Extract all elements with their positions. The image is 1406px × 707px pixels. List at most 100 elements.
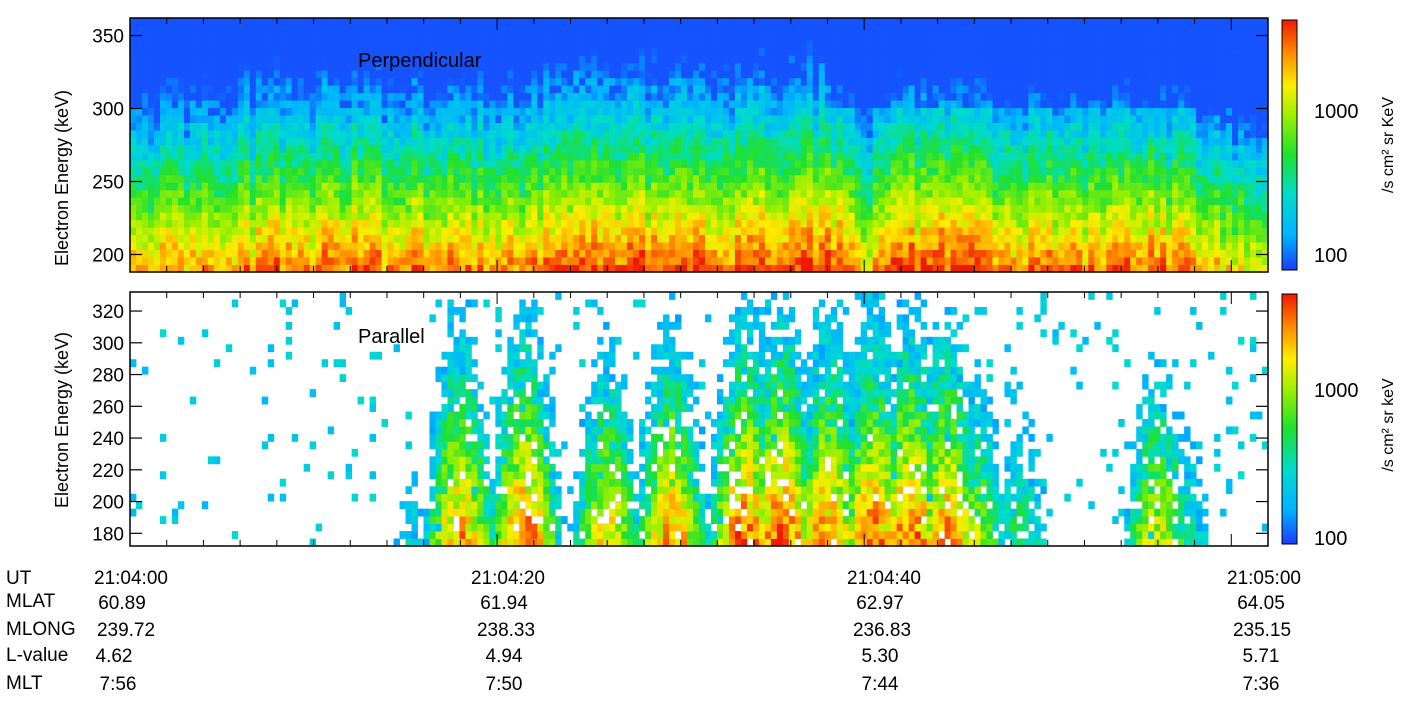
perpendicular-cell — [171, 189, 179, 198]
perpendicular-cell — [231, 55, 239, 64]
perpendicular-cell — [381, 32, 388, 41]
perpendicular-cell — [513, 18, 520, 26]
perpendicular-cell — [687, 18, 694, 26]
perpendicular-cell — [267, 204, 275, 213]
perpendicular-cell — [693, 32, 700, 41]
perpendicular-cell — [633, 204, 640, 213]
perpendicular-cell — [818, 122, 826, 131]
perpendicular-cell — [716, 77, 724, 86]
perpendicular-cell — [285, 264, 293, 273]
perpendicular-cell — [561, 55, 568, 64]
perpendicular-cell — [483, 92, 490, 101]
perpendicular-cell — [471, 242, 478, 250]
perpendicular-cell — [663, 212, 670, 221]
perpendicular-cell — [321, 219, 329, 228]
perpendicular-cell — [621, 182, 628, 191]
perpendicular-cell — [261, 189, 269, 198]
perpendicular-cell — [549, 62, 556, 71]
perpendicular-cell — [962, 92, 969, 101]
perpendicular-cell — [651, 167, 658, 176]
perpendicular-cell — [489, 227, 496, 236]
perpendicular-cell — [902, 107, 910, 116]
perpendicular-cell — [441, 62, 448, 71]
perpendicular-cell — [273, 100, 281, 109]
perpendicular-cell — [369, 85, 376, 94]
perpendicular-cell — [639, 174, 646, 183]
perpendicular-cell — [303, 32, 311, 41]
perpendicular-cell — [567, 130, 574, 138]
perpendicular-cell — [225, 174, 233, 183]
perpendicular-cell — [734, 197, 742, 206]
perpendicular-cell — [411, 85, 418, 94]
perpendicular-cell — [537, 32, 544, 41]
perpendicular-cell — [758, 204, 766, 213]
perpendicular-cell — [405, 189, 412, 198]
perpendicular-cell — [770, 55, 778, 64]
perpendicular-cell — [627, 32, 634, 41]
perpendicular-cell — [914, 174, 922, 183]
perpendicular-cell — [699, 40, 706, 49]
perpendicular-cell — [561, 25, 568, 34]
perpendicular-cell — [321, 85, 329, 94]
perpendicular-cell — [687, 85, 694, 94]
perpendicular-cell — [549, 77, 556, 86]
perpendicular-cell — [627, 242, 634, 250]
perpendicular-cell — [603, 130, 610, 138]
perpendicular-cell — [513, 122, 520, 131]
perpendicular-cell — [130, 77, 137, 86]
perpendicular-cell — [387, 40, 394, 49]
perpendicular-cell — [159, 62, 167, 71]
perpendicular-cell — [507, 174, 514, 183]
perpendicular-cell — [453, 174, 460, 183]
perpendicular-cell — [902, 55, 910, 64]
perpendicular-cell — [285, 145, 293, 153]
perpendicular-cell — [477, 257, 484, 265]
perpendicular-cell — [285, 212, 293, 221]
perpendicular-cell — [147, 25, 155, 34]
perpendicular-cell — [663, 249, 670, 258]
perpendicular-cell — [447, 85, 454, 94]
perpendicular-cell — [153, 174, 161, 183]
perpendicular-cell — [800, 25, 808, 34]
perpendicular-cell — [207, 242, 215, 250]
perpendicular-cell — [489, 62, 496, 71]
perpendicular-cell — [147, 212, 155, 221]
perpendicular-cell — [621, 85, 628, 94]
perpendicular-cell — [800, 242, 808, 250]
perpendicular-cell — [645, 159, 652, 168]
perpendicular-cell — [207, 115, 215, 123]
perpendicular-cell — [704, 92, 712, 101]
perpendicular-cell — [938, 70, 945, 79]
perpendicular-cell — [543, 137, 550, 146]
perpendicular-cell — [363, 257, 370, 265]
perpendicular-cell — [591, 130, 598, 138]
perpendicular-cell — [165, 182, 173, 191]
perpendicular-cell — [986, 189, 993, 198]
perpendicular-cell — [147, 18, 155, 26]
perpendicular-cell — [201, 18, 209, 26]
perpendicular-cell — [788, 197, 796, 206]
perpendicular-cell — [513, 212, 520, 221]
perpendicular-cell — [237, 204, 245, 213]
perpendicular-cell — [375, 137, 382, 146]
perpendicular-cell — [303, 62, 311, 71]
perpendicular-cell — [531, 234, 538, 243]
perpendicular-cell — [255, 182, 263, 191]
perpendicular-cell — [549, 47, 556, 56]
perpendicular-cell — [435, 92, 442, 101]
perpendicular-cell — [932, 189, 939, 198]
perpendicular-cell — [794, 130, 802, 138]
perpendicular-cell — [998, 145, 1005, 153]
perpendicular-cell — [830, 204, 838, 213]
perpendicular-cell — [681, 25, 688, 34]
perpendicular-cell — [746, 122, 754, 131]
perpendicular-cell — [896, 62, 904, 71]
perpendicular-cell — [141, 234, 149, 243]
perpendicular-cell — [716, 227, 724, 236]
perpendicular-cell — [483, 115, 490, 123]
perpendicular-cell — [645, 85, 652, 94]
perpendicular-cell — [291, 152, 299, 161]
perpendicular-cell — [800, 152, 808, 161]
perpendicular-cell — [327, 70, 335, 79]
perpendicular-cell — [405, 249, 412, 258]
